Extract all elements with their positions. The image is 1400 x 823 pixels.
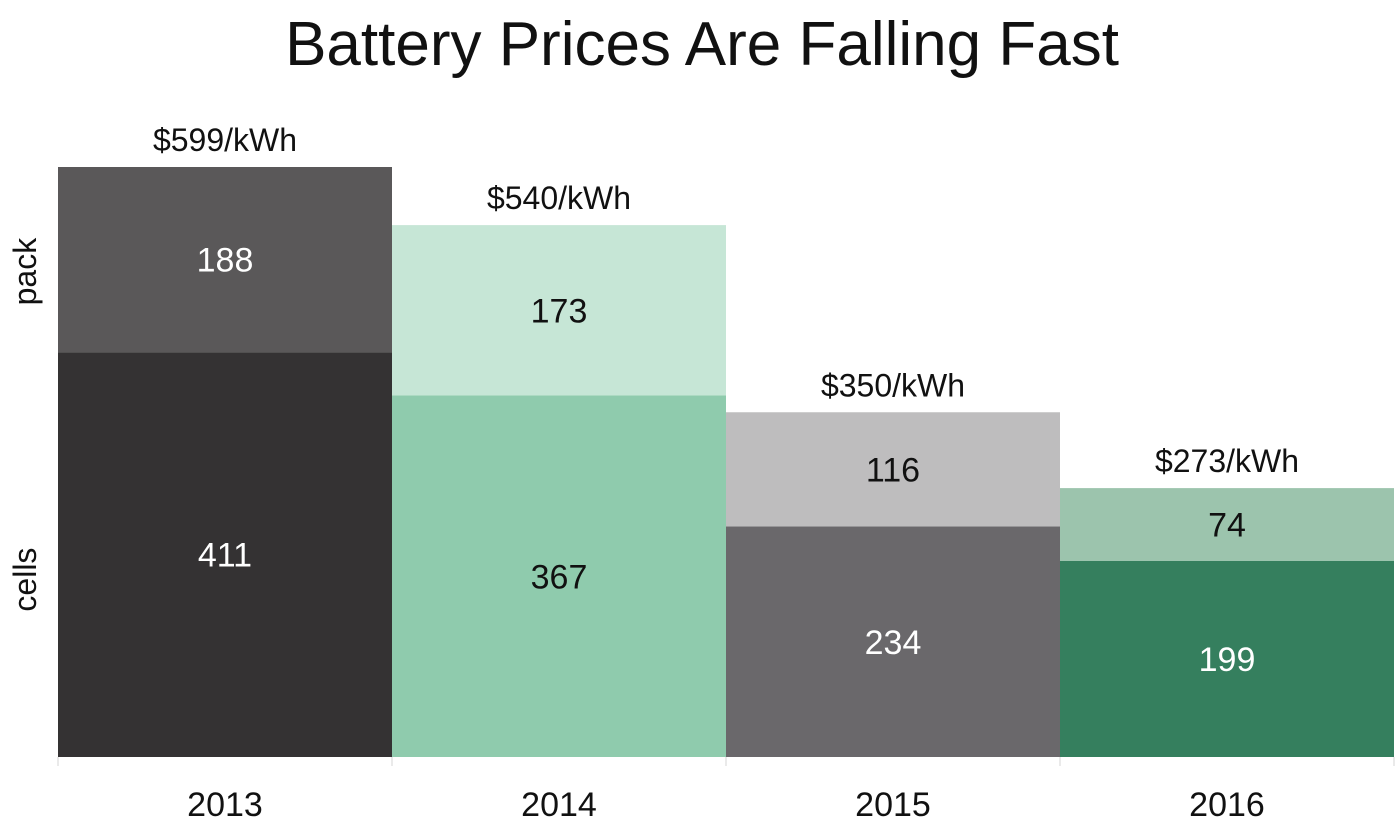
x-tick-label-2015: 2015	[855, 786, 931, 823]
series-label-pack: pack	[7, 237, 43, 306]
x-tick-label-2013: 2013	[187, 786, 263, 823]
value-label-pack-2014: 173	[531, 292, 588, 330]
value-label-cells-2015: 234	[865, 624, 922, 662]
bar-pack-2014	[392, 225, 726, 396]
value-label-cells-2014: 367	[531, 558, 588, 596]
total-label-2015: $350/kWh	[821, 367, 965, 403]
bar-cells-2016	[1060, 560, 1394, 757]
bar-cells-2015	[726, 526, 1060, 757]
bar-pack-2013	[58, 167, 392, 353]
value-label-cells-2016: 199	[1199, 641, 1256, 679]
bar-cells-2014	[392, 395, 726, 757]
x-axis: 2013 2014 2015 2016 pack cells	[7, 237, 1395, 823]
value-label-pack-2013: 188	[197, 242, 254, 280]
value-label-pack-2016: 74	[1208, 507, 1246, 545]
value-label-pack-2015: 116	[866, 451, 920, 489]
bar-pack-2015	[726, 412, 1060, 527]
value-label-cells-2013: 411	[198, 537, 252, 575]
total-label-2013: $599/kWh	[153, 122, 297, 158]
total-label-2016: $273/kWh	[1155, 443, 1299, 479]
bar-pack-2016	[1060, 488, 1394, 561]
x-tick-label-2014: 2014	[521, 786, 597, 823]
bars-group: 411 188 $599/kWh 367 173 $540/kWh 234 116 $350/k…	[58, 122, 1394, 757]
x-tick-label-2016: 2016	[1189, 786, 1265, 823]
series-label-cells: cells	[7, 548, 43, 612]
bar-cells-2013	[58, 352, 392, 757]
total-label-2014: $540/kWh	[487, 180, 631, 216]
chart-title: Battery Prices Are Falling Fast	[285, 10, 1119, 79]
